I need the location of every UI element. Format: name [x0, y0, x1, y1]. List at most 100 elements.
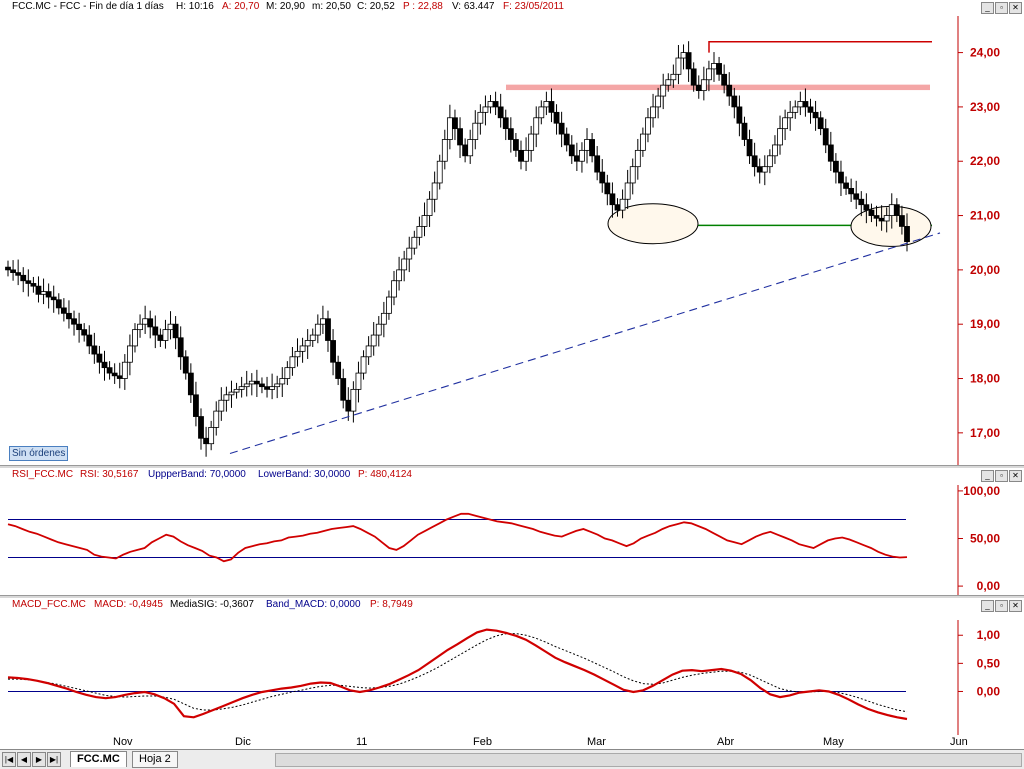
candle-body: [55, 299, 62, 309]
candle-body: [766, 155, 773, 168]
candle-body: [203, 437, 209, 445]
candle-body: [238, 386, 245, 390]
candle-body: [330, 340, 336, 363]
panel-divider[interactable]: [0, 595, 1024, 598]
candle-body: [787, 111, 794, 119]
time-axis-label: 11: [356, 736, 368, 748]
candle-body: [533, 117, 540, 135]
price-header-symbol: FCC.MC - FCC - Fin de día 1 días: [12, 1, 164, 12]
candle-body: [157, 334, 164, 341]
candle-body: [904, 226, 910, 243]
macd-chart[interactable]: 0,00 0,50 1,00: [0, 598, 1024, 735]
macd-panel[interactable]: MACD_FCC.MC MACD: -0,4945 MediaSIG: -0,3…: [0, 598, 1024, 735]
restore-icon[interactable]: ▫: [995, 2, 1008, 14]
candle-body: [741, 122, 748, 140]
candle-body: [568, 144, 575, 157]
candle-body: [340, 378, 347, 401]
close-icon[interactable]: ✕: [1009, 2, 1022, 14]
candle-body: [777, 128, 783, 146]
candle-body: [213, 410, 220, 428]
candle-body: [858, 198, 865, 206]
rsi-line: [7, 512, 908, 563]
candle-body: [589, 139, 595, 157]
candle-body: [822, 128, 829, 146]
candle-body: [208, 427, 215, 445]
candle-body: [416, 226, 423, 238]
price-panel[interactable]: FCC.MC - FCC - Fin de día 1 días H: 10:1…: [0, 0, 1024, 466]
candle-body: [355, 372, 362, 390]
candle-body: [365, 345, 372, 358]
last-sheet-icon[interactable]: ▶|: [47, 752, 61, 767]
candle-body: [518, 149, 524, 162]
candle-body: [660, 84, 667, 97]
first-sheet-icon[interactable]: |◀: [2, 752, 16, 767]
candle-body: [670, 73, 677, 81]
restore-icon[interactable]: ▫: [995, 470, 1008, 482]
resistance-line: [708, 40, 932, 53]
candle-body: [187, 372, 194, 396]
candle-body: [665, 79, 672, 86]
orders-badge[interactable]: Sin órdenes: [9, 446, 69, 461]
candle-body: [726, 84, 733, 97]
tab-fcc[interactable]: FCC.MC: [70, 751, 127, 767]
candle-body: [243, 383, 250, 388]
candle-body: [50, 296, 57, 301]
candle-body: [248, 380, 255, 385]
candle-body: [477, 111, 484, 124]
candle-body: [421, 215, 428, 227]
y-axis-tick-label: 20,00: [970, 263, 1000, 277]
candle-body: [782, 117, 789, 130]
sheet-tab-bar: |◀ ◀ ▶ ▶| FCC.MC Hoja 2: [0, 749, 1024, 769]
price-chart[interactable]: 17,00 18,00 19,00 20,00 21,00 22,00 23,00 24,00: [0, 0, 1024, 466]
candle-body: [228, 391, 235, 396]
candle-body: [320, 318, 326, 325]
rsi-panel[interactable]: RSI_FCC.MC RSI: 30,5167 UppperBand: 70,0…: [0, 468, 1024, 596]
prev-sheet-icon[interactable]: ◀: [17, 752, 31, 767]
candle-body: [25, 280, 32, 284]
candle-body: [482, 106, 489, 113]
candle-body: [690, 68, 697, 86]
y-axis-tick-label: 21,00: [970, 209, 1000, 223]
candle-body: [309, 334, 316, 341]
candle-body: [716, 63, 722, 75]
candle-body: [680, 52, 687, 59]
close-icon[interactable]: ✕: [1009, 600, 1022, 612]
next-sheet-icon[interactable]: ▶: [32, 752, 46, 767]
candle-body: [375, 323, 382, 336]
candle-body: [76, 323, 83, 331]
minimize-icon[interactable]: _: [981, 600, 994, 612]
restore-icon[interactable]: ▫: [995, 600, 1008, 612]
price-header-volume: V: 63.447: [452, 1, 495, 12]
rsi-chart[interactable]: 0,00 50,00 100,00: [0, 468, 1024, 596]
y-axis-tick-label: 19,00: [970, 317, 1000, 331]
time-axis-label: Nov: [113, 736, 133, 748]
candle-body: [335, 361, 342, 379]
candle-body: [386, 296, 392, 314]
candle-body: [294, 350, 301, 358]
minimize-icon[interactable]: _: [981, 470, 994, 482]
tab-hoja-2[interactable]: Hoja 2: [132, 751, 178, 768]
candle-body: [492, 101, 499, 108]
candle-body: [639, 133, 646, 151]
candle-body: [731, 95, 738, 108]
candle-body: [431, 182, 438, 200]
candle-body: [304, 340, 311, 347]
candle-body: [360, 356, 367, 374]
candle-body: [446, 117, 453, 140]
candle-body: [462, 144, 469, 157]
candle-body: [883, 215, 890, 222]
candle-body: [513, 139, 519, 151]
candle-body: [142, 318, 149, 325]
candle-body: [573, 155, 580, 162]
rsi-header-value: RSI: 30,5167: [80, 469, 139, 480]
candle-body: [756, 166, 763, 173]
candle-body: [436, 160, 443, 184]
close-icon[interactable]: ✕: [1009, 470, 1022, 482]
horizontal-scrollbar[interactable]: [275, 753, 1022, 767]
minimize-icon[interactable]: _: [981, 2, 994, 14]
price-header-open: A: 20,70: [222, 1, 260, 12]
candle-body: [86, 334, 93, 347]
panel-divider[interactable]: [0, 465, 1024, 468]
candle-body: [558, 122, 565, 135]
candle-body: [279, 378, 286, 385]
